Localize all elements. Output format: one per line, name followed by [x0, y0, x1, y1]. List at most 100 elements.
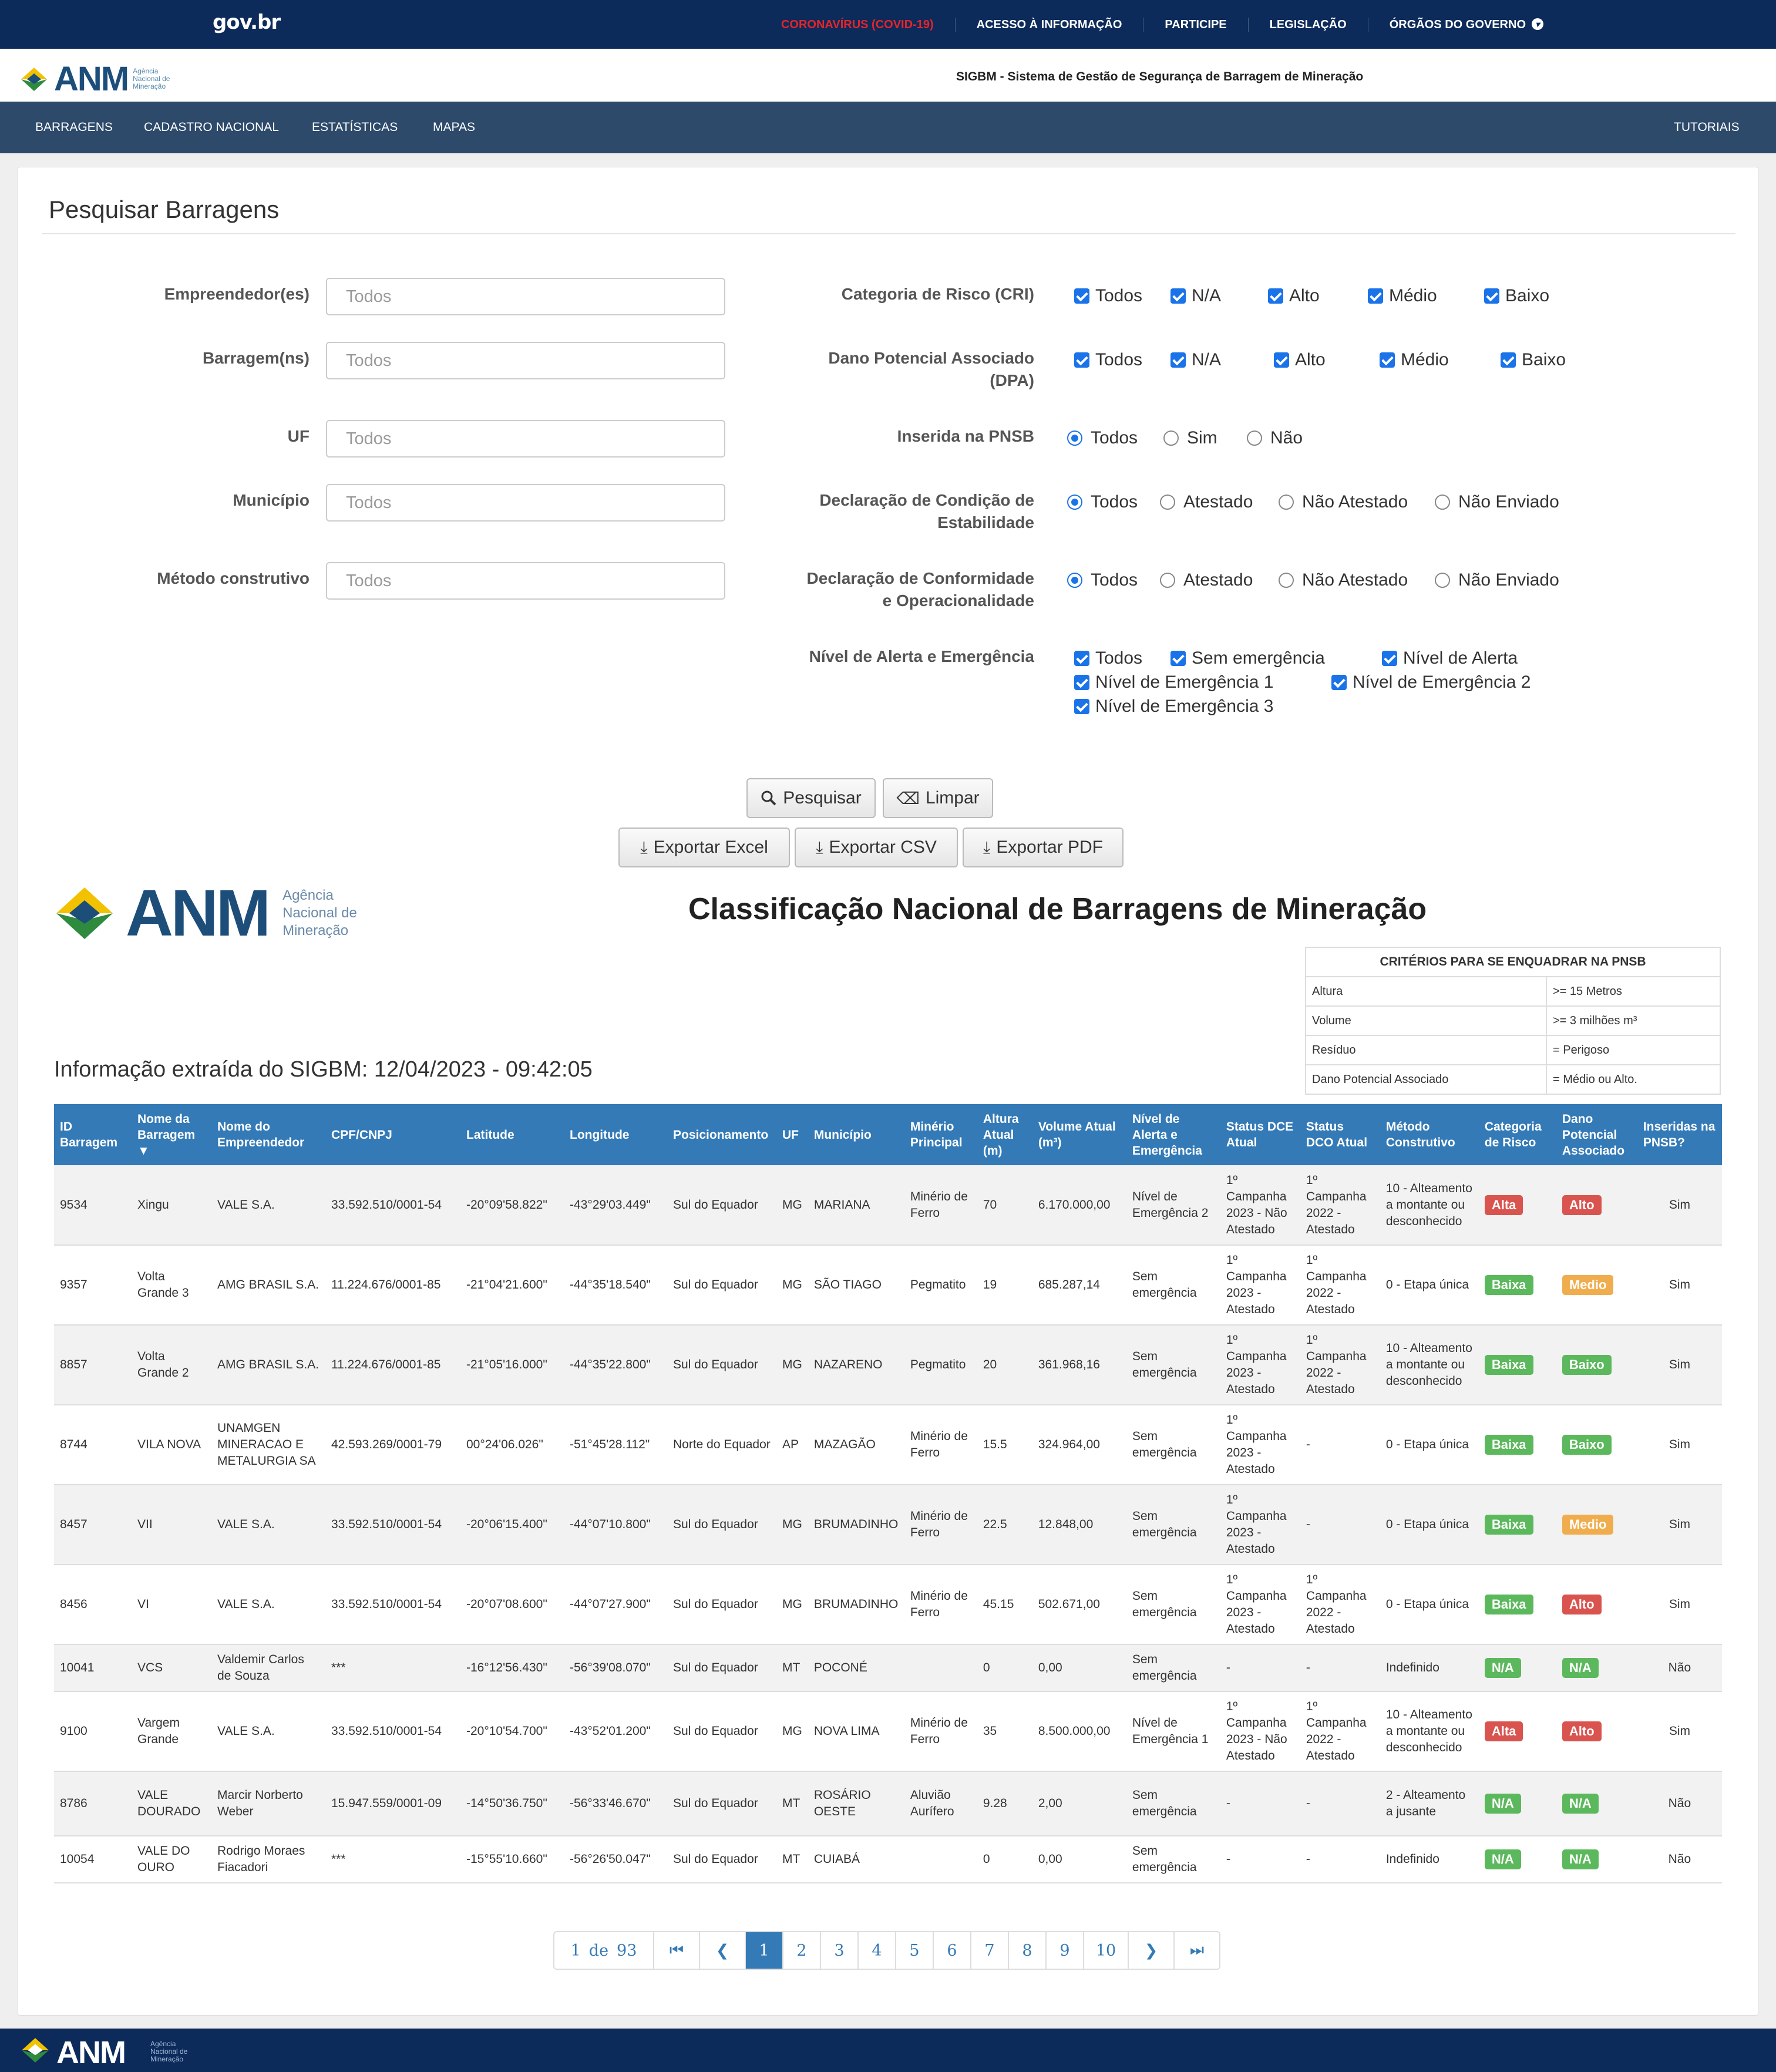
cri-baixo-checkbox[interactable]: Baixo: [1484, 286, 1549, 306]
first-page-button[interactable]: ⏮: [653, 1932, 699, 1969]
page-7-button[interactable]: 7: [970, 1932, 1008, 1969]
col-altura[interactable]: Altura Atual (m): [977, 1104, 1032, 1165]
dpa-medio-checkbox[interactable]: Médio: [1380, 350, 1449, 370]
col-uf[interactable]: UF: [776, 1104, 808, 1165]
cell-municipio: BRUMADINHO: [808, 1565, 904, 1645]
pnsb-nao-radio[interactable]: Não: [1247, 428, 1303, 448]
dco-nao-enviado-radio[interactable]: Não Enviado: [1435, 570, 1559, 590]
nav-item-cadastro-nacional[interactable]: CADASTRO NACIONAL: [144, 120, 279, 134]
gov-link-acesso[interactable]: ACESSO À INFORMAÇÃO: [954, 17, 1143, 32]
pnsb-todos-radio[interactable]: Todos: [1067, 428, 1138, 448]
export-csv-button[interactable]: ⤓ Exportar CSV: [795, 828, 958, 867]
page-10-button[interactable]: 10: [1083, 1932, 1128, 1969]
municipio-input[interactable]: Todos: [326, 484, 725, 522]
table-row[interactable]: 8457 VII VALE S.A. 33.592.510/0001-54 -20°06…: [54, 1485, 1722, 1565]
page-4-button[interactable]: 4: [857, 1932, 895, 1969]
dpa-na-checkbox[interactable]: N/A: [1170, 350, 1221, 370]
pnsb-sim-radio[interactable]: Sim: [1163, 428, 1217, 448]
col-nome-barragem[interactable]: Nome da Barragem ▼: [132, 1104, 211, 1165]
page-9-button[interactable]: 9: [1045, 1932, 1083, 1969]
export-excel-button[interactable]: ⤓ Exportar Excel: [618, 828, 790, 867]
cri-alto-checkbox[interactable]: Alto: [1268, 286, 1320, 306]
table-row[interactable]: 8786 VALE DOURADO Marcir Norberto Weber 15.…: [54, 1771, 1722, 1836]
page-3-button[interactable]: 3: [820, 1932, 857, 1969]
col-latitude[interactable]: Latitude: [460, 1104, 564, 1165]
col-longitude[interactable]: Longitude: [564, 1104, 667, 1165]
col-volume[interactable]: Volume Atual (m³): [1032, 1104, 1126, 1165]
metodo-construtivo-input[interactable]: Todos: [326, 562, 725, 600]
gov-link-orgaos[interactable]: ÓRGÃOS DO GOVERNO ▾: [1367, 17, 1565, 32]
alerta-todos-checkbox[interactable]: Todos: [1074, 648, 1142, 668]
page-1-button[interactable]: 1: [745, 1932, 782, 1969]
alerta-emergencia-2-checkbox[interactable]: Nível de Emergência 2: [1331, 672, 1531, 692]
cri-na-checkbox[interactable]: N/A: [1170, 286, 1221, 306]
export-pdf-button[interactable]: ⤓ Exportar PDF: [963, 828, 1124, 867]
gov-link-covid[interactable]: CORONAVÍRUS (COVID-19): [781, 18, 934, 31]
col-categoria-risco[interactable]: Categoria de Risco: [1478, 1104, 1556, 1165]
col-status-dco[interactable]: Status DCO Atual: [1300, 1104, 1380, 1165]
col-dpa[interactable]: Dano Potencial Associado: [1556, 1104, 1637, 1165]
nav-item-barragens[interactable]: BARRAGENS: [35, 120, 113, 134]
alerta-nivel-alerta-checkbox[interactable]: Nível de Alerta: [1382, 648, 1518, 668]
gov-link-legislacao[interactable]: LEGISLAÇÃO: [1247, 17, 1368, 32]
dce-atestado-radio[interactable]: Atestado: [1160, 492, 1253, 512]
last-page-button[interactable]: ⏭: [1173, 1932, 1219, 1969]
table-row[interactable]: 9534 Xingu VALE S.A. 33.592.510/0001-54 -20°…: [54, 1165, 1722, 1246]
page-8-button[interactable]: 8: [1008, 1932, 1045, 1969]
col-posicionamento[interactable]: Posicionamento: [667, 1104, 776, 1165]
dpa-alto-checkbox[interactable]: Alto: [1274, 350, 1326, 370]
col-pnsb[interactable]: Inseridas na PNSB?: [1637, 1104, 1722, 1165]
dco-atestado-radio[interactable]: Atestado: [1160, 570, 1253, 590]
dce-nao-atestado-radio[interactable]: Não Atestado: [1279, 492, 1408, 512]
col-minerio[interactable]: Minério Principal: [904, 1104, 977, 1165]
cell-id: 10054: [54, 1836, 132, 1883]
uf-input[interactable]: Todos: [326, 420, 725, 458]
table-row[interactable]: 8744 VILA NOVA UNAMGEN MINERACAO E METALUR…: [54, 1405, 1722, 1485]
next-page-button[interactable]: ❯: [1128, 1932, 1173, 1969]
cell-volume: 0,00: [1032, 1644, 1126, 1692]
anm-logo[interactable]: ANM Agência Nacional de Mineração: [19, 59, 170, 99]
gov-link-participe[interactable]: PARTICIPE: [1143, 17, 1247, 32]
footer-anm-logo[interactable]: ANM: [56, 2035, 126, 2070]
col-cnpj[interactable]: CPF/CNPJ: [325, 1104, 460, 1165]
dco-todos-label: Todos: [1091, 570, 1138, 590]
alerta-emergencia-1-label: Nível de Emergência 1: [1095, 672, 1274, 692]
dco-nao-atestado-radio[interactable]: Não Atestado: [1279, 570, 1408, 590]
col-status-dce[interactable]: Status DCE Atual: [1220, 1104, 1300, 1165]
dpa-todos-checkbox[interactable]: Todos: [1074, 350, 1142, 370]
cri-medio-checkbox[interactable]: Médio: [1368, 286, 1437, 306]
dce-todos-radio[interactable]: Todos: [1067, 492, 1138, 512]
col-empreendedor[interactable]: Nome do Empreendedor: [211, 1104, 325, 1165]
search-button[interactable]: Pesquisar: [746, 778, 876, 818]
empreendedor-input[interactable]: Todos: [326, 278, 725, 315]
label-dco: Declaração de Conformidade e Operacionali…: [723, 567, 1034, 612]
nav-item-estatisticas[interactable]: ESTATÍSTICAS: [312, 120, 398, 134]
col-metodo[interactable]: Método Construtivo: [1380, 1104, 1479, 1165]
barragem-input[interactable]: Todos: [326, 342, 725, 379]
page-5-button[interactable]: 5: [895, 1932, 933, 1969]
table-row[interactable]: 8857 Volta Grande 2 AMG BRASIL S.A. 11.224.…: [54, 1325, 1722, 1405]
alerta-sem-emergencia-checkbox[interactable]: Sem emergência: [1170, 648, 1325, 668]
table-row[interactable]: 10041 VCS Valdemir Carlos de Souza *** -16°1…: [54, 1644, 1722, 1692]
govbr-logo[interactable]: gov.br: [213, 11, 281, 34]
col-id[interactable]: ID Barragem: [54, 1104, 132, 1165]
nav-item-tutoriais[interactable]: TUTORIAIS: [1674, 120, 1740, 134]
clear-button[interactable]: ⌫ Limpar: [883, 778, 993, 818]
dco-todos-radio[interactable]: Todos: [1067, 570, 1138, 590]
alerta-emergencia-3-checkbox[interactable]: Nível de Emergência 3: [1074, 697, 1274, 717]
dce-nao-enviado-radio[interactable]: Não Enviado: [1435, 492, 1559, 512]
table-row[interactable]: 8456 VI VALE S.A. 33.592.510/0001-54 -20°07'…: [54, 1565, 1722, 1645]
prev-page-button[interactable]: ❮: [699, 1932, 745, 1969]
page-2-button[interactable]: 2: [782, 1932, 820, 1969]
cri-todos-checkbox[interactable]: Todos: [1074, 286, 1142, 306]
col-municipio[interactable]: Município: [808, 1104, 904, 1165]
col-nivel-alerta[interactable]: Nível de Alerta e Emergência: [1126, 1104, 1220, 1165]
table-row[interactable]: 9100 Vargem Grande VALE S.A. 33.592.510/000…: [54, 1691, 1722, 1772]
cell-municipio: ROSÁRIO OESTE: [808, 1771, 904, 1836]
dpa-baixo-checkbox[interactable]: Baixo: [1501, 350, 1566, 370]
table-row[interactable]: 10054 VALE DO OURO Rodrigo Moraes Fiacador…: [54, 1836, 1722, 1883]
nav-item-mapas[interactable]: MAPAS: [433, 120, 475, 134]
table-row[interactable]: 9357 Volta Grande 3 AMG BRASIL S.A. 11.224.…: [54, 1245, 1722, 1326]
alerta-emergencia-1-checkbox[interactable]: Nível de Emergência 1: [1074, 672, 1274, 692]
page-6-button[interactable]: 6: [933, 1932, 970, 1969]
